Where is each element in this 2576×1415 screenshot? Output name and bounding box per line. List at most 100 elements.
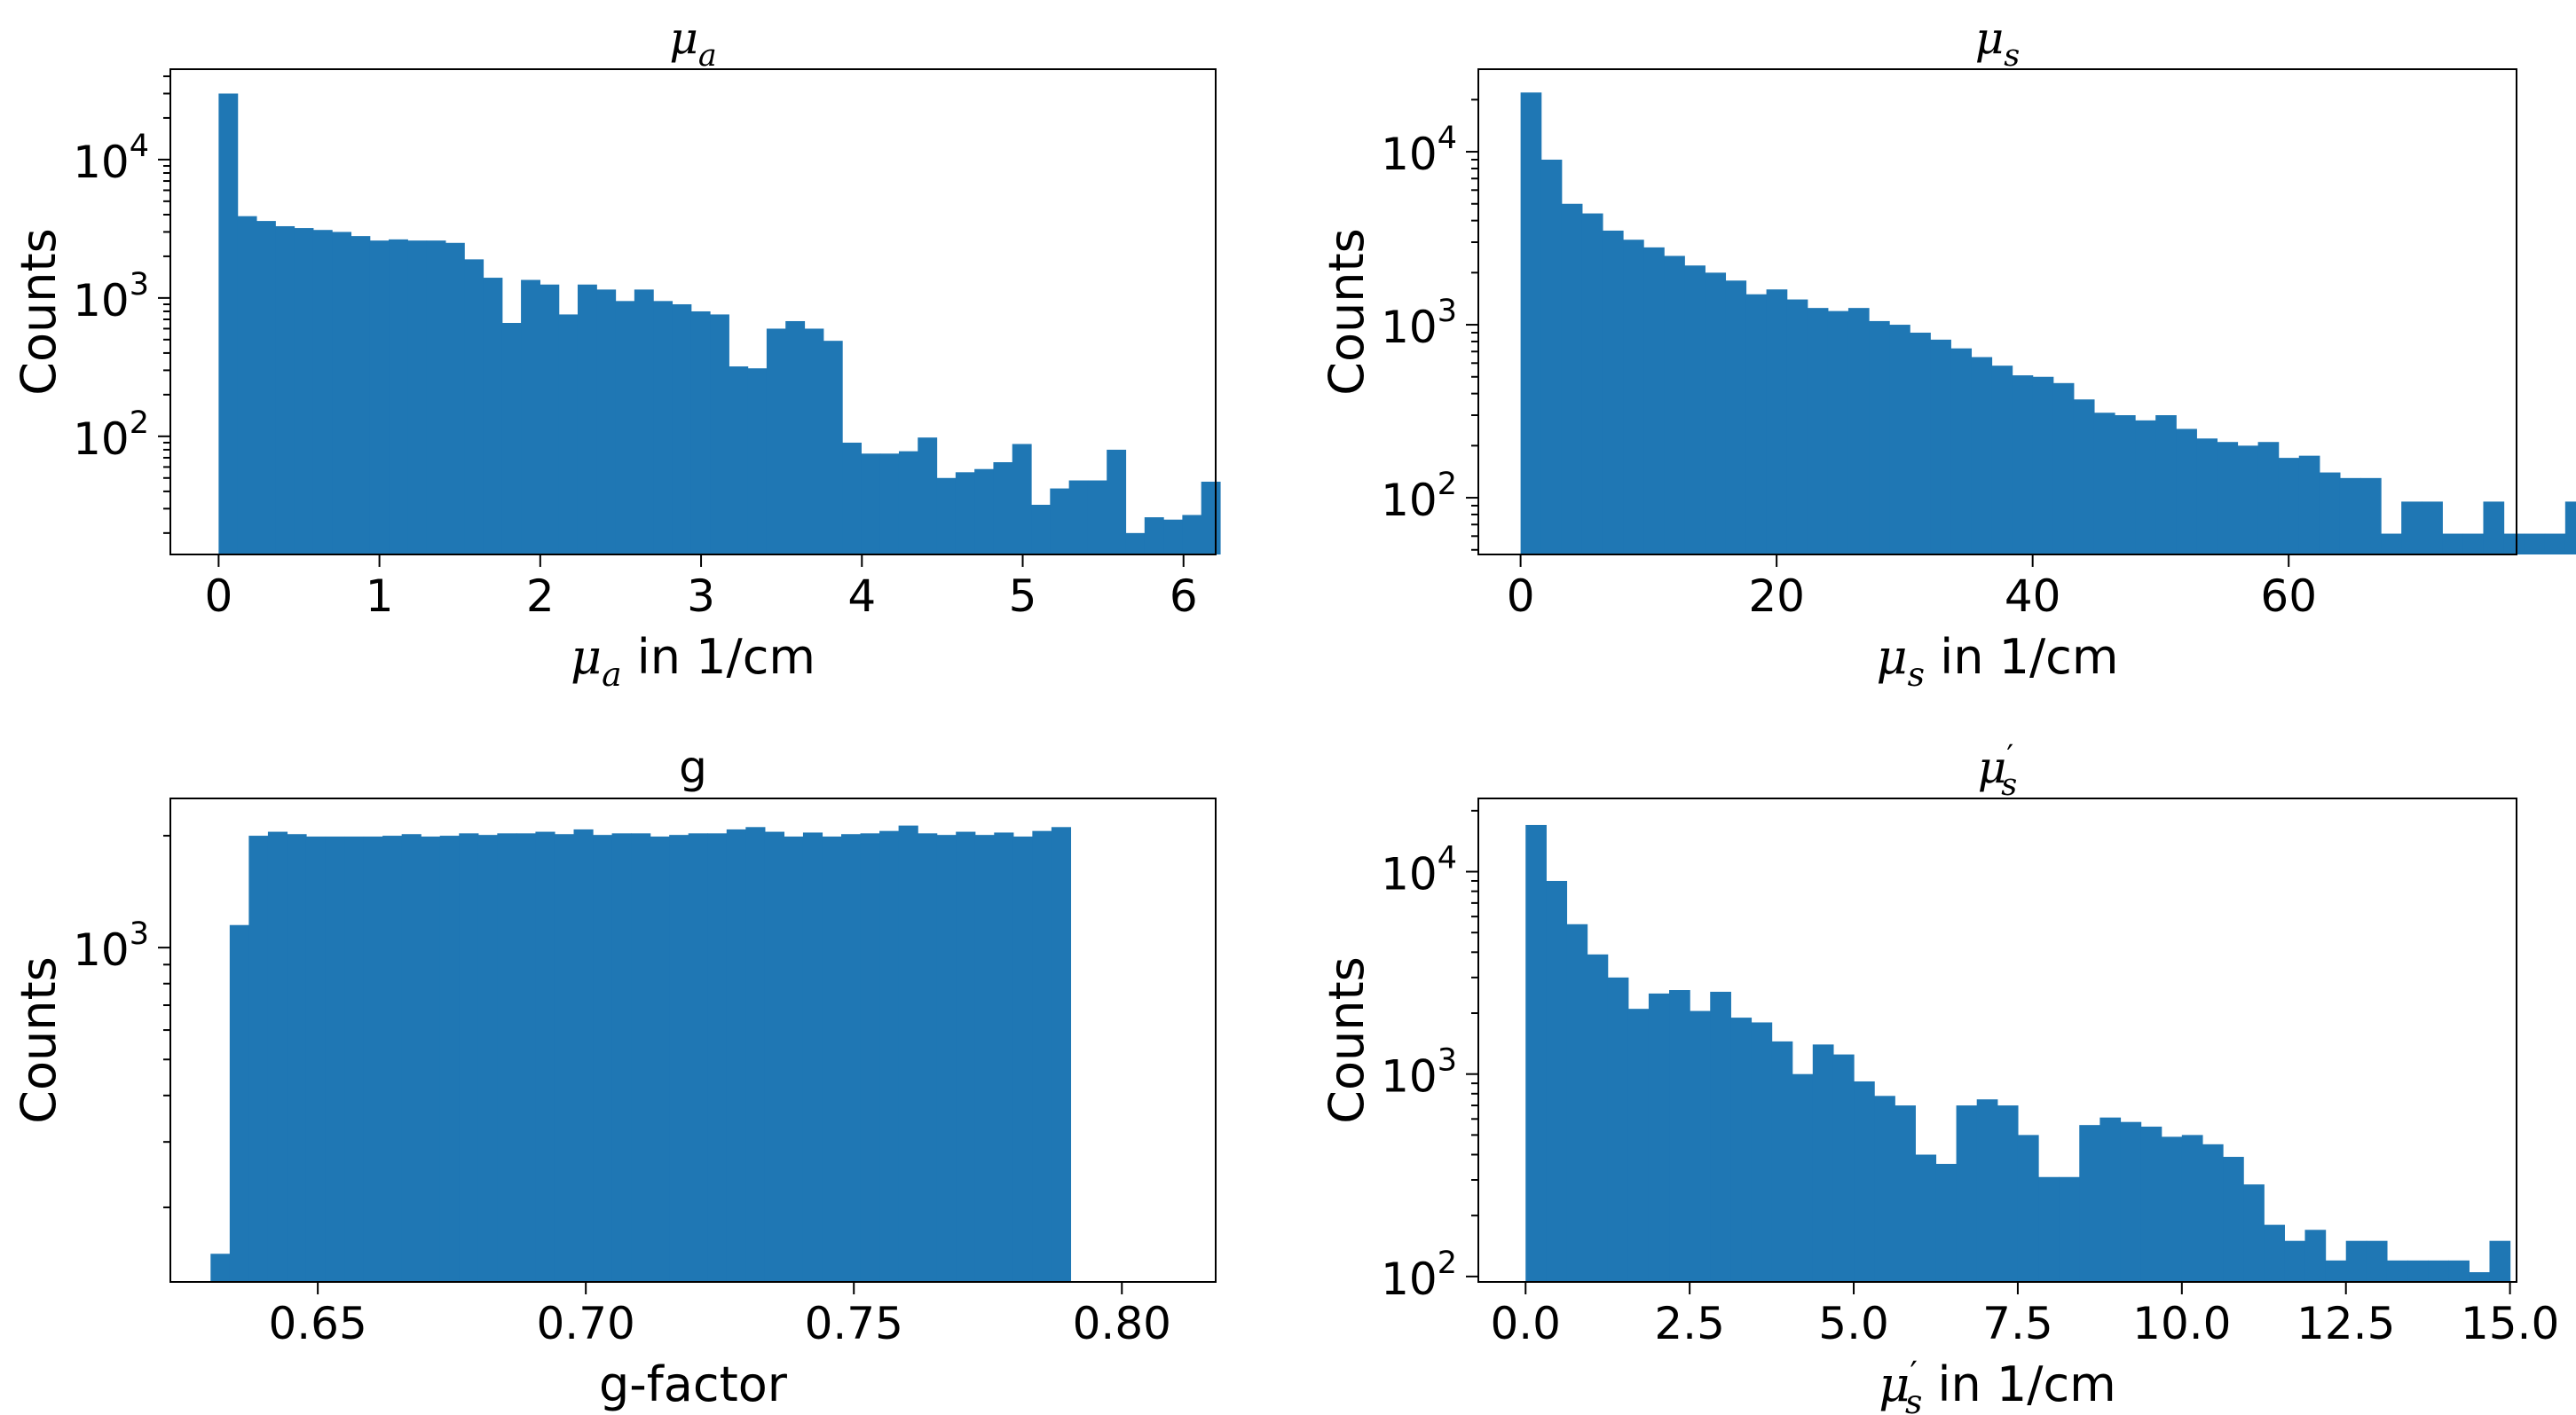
histogram-bar — [747, 368, 768, 554]
histogram-bar — [918, 833, 938, 1282]
histogram-bar — [445, 242, 465, 554]
histogram-bar — [1766, 289, 1788, 554]
histogram-bar — [1705, 272, 1727, 554]
y-tick-label: 102 — [73, 405, 149, 465]
histogram-bar — [1935, 1163, 1958, 1282]
histogram-bar — [1546, 880, 1568, 1282]
histogram-bar — [861, 453, 881, 554]
x-tick-label: 12.5 — [2296, 1298, 2395, 1349]
histogram-bar — [710, 314, 729, 554]
x-tick-label: 60 — [2260, 570, 2317, 622]
histogram-bar — [1561, 203, 1583, 554]
histogram-bar — [1623, 240, 1644, 554]
histogram-bar — [974, 468, 995, 554]
histogram-bar — [2012, 375, 2034, 554]
histogram-bar — [1725, 280, 1747, 554]
histogram-bar — [2223, 1157, 2244, 1282]
histogram-bar — [2032, 376, 2054, 554]
histogram-bar — [974, 835, 995, 1282]
x-axis-label: μ′ s in 1/cm — [1879, 1354, 2116, 1415]
x-tick-label: 10.0 — [2132, 1298, 2231, 1349]
histogram-bar — [577, 284, 597, 554]
histogram-bar — [369, 240, 390, 554]
y-tick-label: 103 — [1381, 294, 1457, 353]
histogram-bar — [1587, 954, 1609, 1282]
histogram-bar — [1827, 311, 1849, 554]
axes-frame — [1477, 68, 2517, 555]
histogram-bar — [1854, 1081, 1875, 1282]
y-axis-label: Counts — [11, 956, 67, 1124]
x-tick-label: 3 — [687, 570, 715, 622]
histogram-bar — [766, 328, 786, 554]
histogram-bar — [2339, 477, 2361, 554]
histogram-bar — [822, 836, 842, 1282]
histogram-bar — [2442, 533, 2464, 554]
histogram-bar — [1991, 366, 2013, 554]
histogram-bar — [918, 437, 938, 554]
histogram-bar — [312, 230, 333, 554]
histogram-bar — [2243, 1184, 2265, 1282]
histogram-bar — [1602, 230, 1624, 554]
histogram-bar — [2564, 501, 2576, 554]
histogram-bar — [993, 462, 1013, 554]
histogram-bar — [1950, 348, 1973, 554]
histogram-bar — [439, 836, 460, 1282]
panel-musp: 0.0 2.5 5.0 7.5 10.0 12.5 15.0 102 103 104 μ′ s μ′ s … — [1319, 739, 2559, 1415]
histogram-bar — [1032, 830, 1052, 1282]
histogram-bar — [477, 835, 498, 1282]
histogram-bar — [631, 833, 651, 1282]
histogram-bar — [1786, 299, 1808, 554]
histogram-bar — [1751, 1022, 1773, 1282]
x-tick-label: 0 — [1507, 570, 1535, 622]
histogram-bar — [994, 832, 1014, 1282]
histogram-bar — [1163, 519, 1183, 554]
histogram-bar — [1581, 213, 1603, 554]
histogram-bar — [248, 836, 269, 1282]
histogram-bar — [294, 228, 314, 554]
histogram-bar — [1050, 488, 1070, 554]
histogram-bar — [229, 924, 249, 1282]
histogram-bar — [2284, 1240, 2306, 1282]
x-tick-label: 15.0 — [2461, 1298, 2559, 1349]
histogram-bar — [1684, 265, 1706, 554]
histogram-bar — [879, 830, 900, 1282]
histogram-bar — [1771, 1041, 1793, 1282]
histogram-bar — [332, 232, 352, 554]
histogram-bar — [634, 289, 654, 554]
histogram-bar — [351, 236, 371, 554]
histogram-bar — [898, 825, 918, 1282]
histogram-bar — [2489, 1240, 2511, 1282]
y-axis-label: Counts — [1319, 228, 1375, 396]
histogram-bar — [823, 341, 843, 554]
histogram-bar — [2401, 501, 2422, 554]
histogram-bar — [650, 836, 670, 1282]
histogram-bar — [2448, 1260, 2470, 1282]
histogram-bar — [305, 836, 327, 1282]
histogram-bar — [521, 279, 540, 554]
histogram-bar — [707, 833, 728, 1282]
histogram-bar — [256, 221, 276, 554]
histogram-bar — [2155, 415, 2177, 554]
histogram-bar — [2503, 533, 2525, 554]
x-tick-label: 0.0 — [1490, 1298, 1561, 1349]
histogram-bar — [936, 835, 957, 1282]
histogram-bar — [2196, 438, 2218, 554]
histogram-bar — [1895, 1105, 1916, 1282]
histogram-bar — [596, 289, 617, 554]
histogram-bar — [426, 240, 446, 554]
histogram-bar — [1710, 991, 1731, 1282]
x-tick-label: 6 — [1170, 570, 1198, 622]
histogram-bar — [1889, 325, 1910, 554]
histogram-bar — [2202, 1144, 2224, 1282]
histogram-bar — [1869, 320, 1890, 554]
histogram-bar — [2325, 1260, 2347, 1282]
histogram-bar — [2120, 1121, 2142, 1282]
histogram-bar — [554, 834, 575, 1282]
histogram-bar — [540, 284, 560, 554]
histogram-bar — [389, 239, 408, 554]
histogram-bar — [729, 366, 749, 554]
histogram-bar — [802, 832, 823, 1282]
histogram-bar — [1997, 1105, 2019, 1282]
histogram-bar — [1669, 990, 1690, 1282]
